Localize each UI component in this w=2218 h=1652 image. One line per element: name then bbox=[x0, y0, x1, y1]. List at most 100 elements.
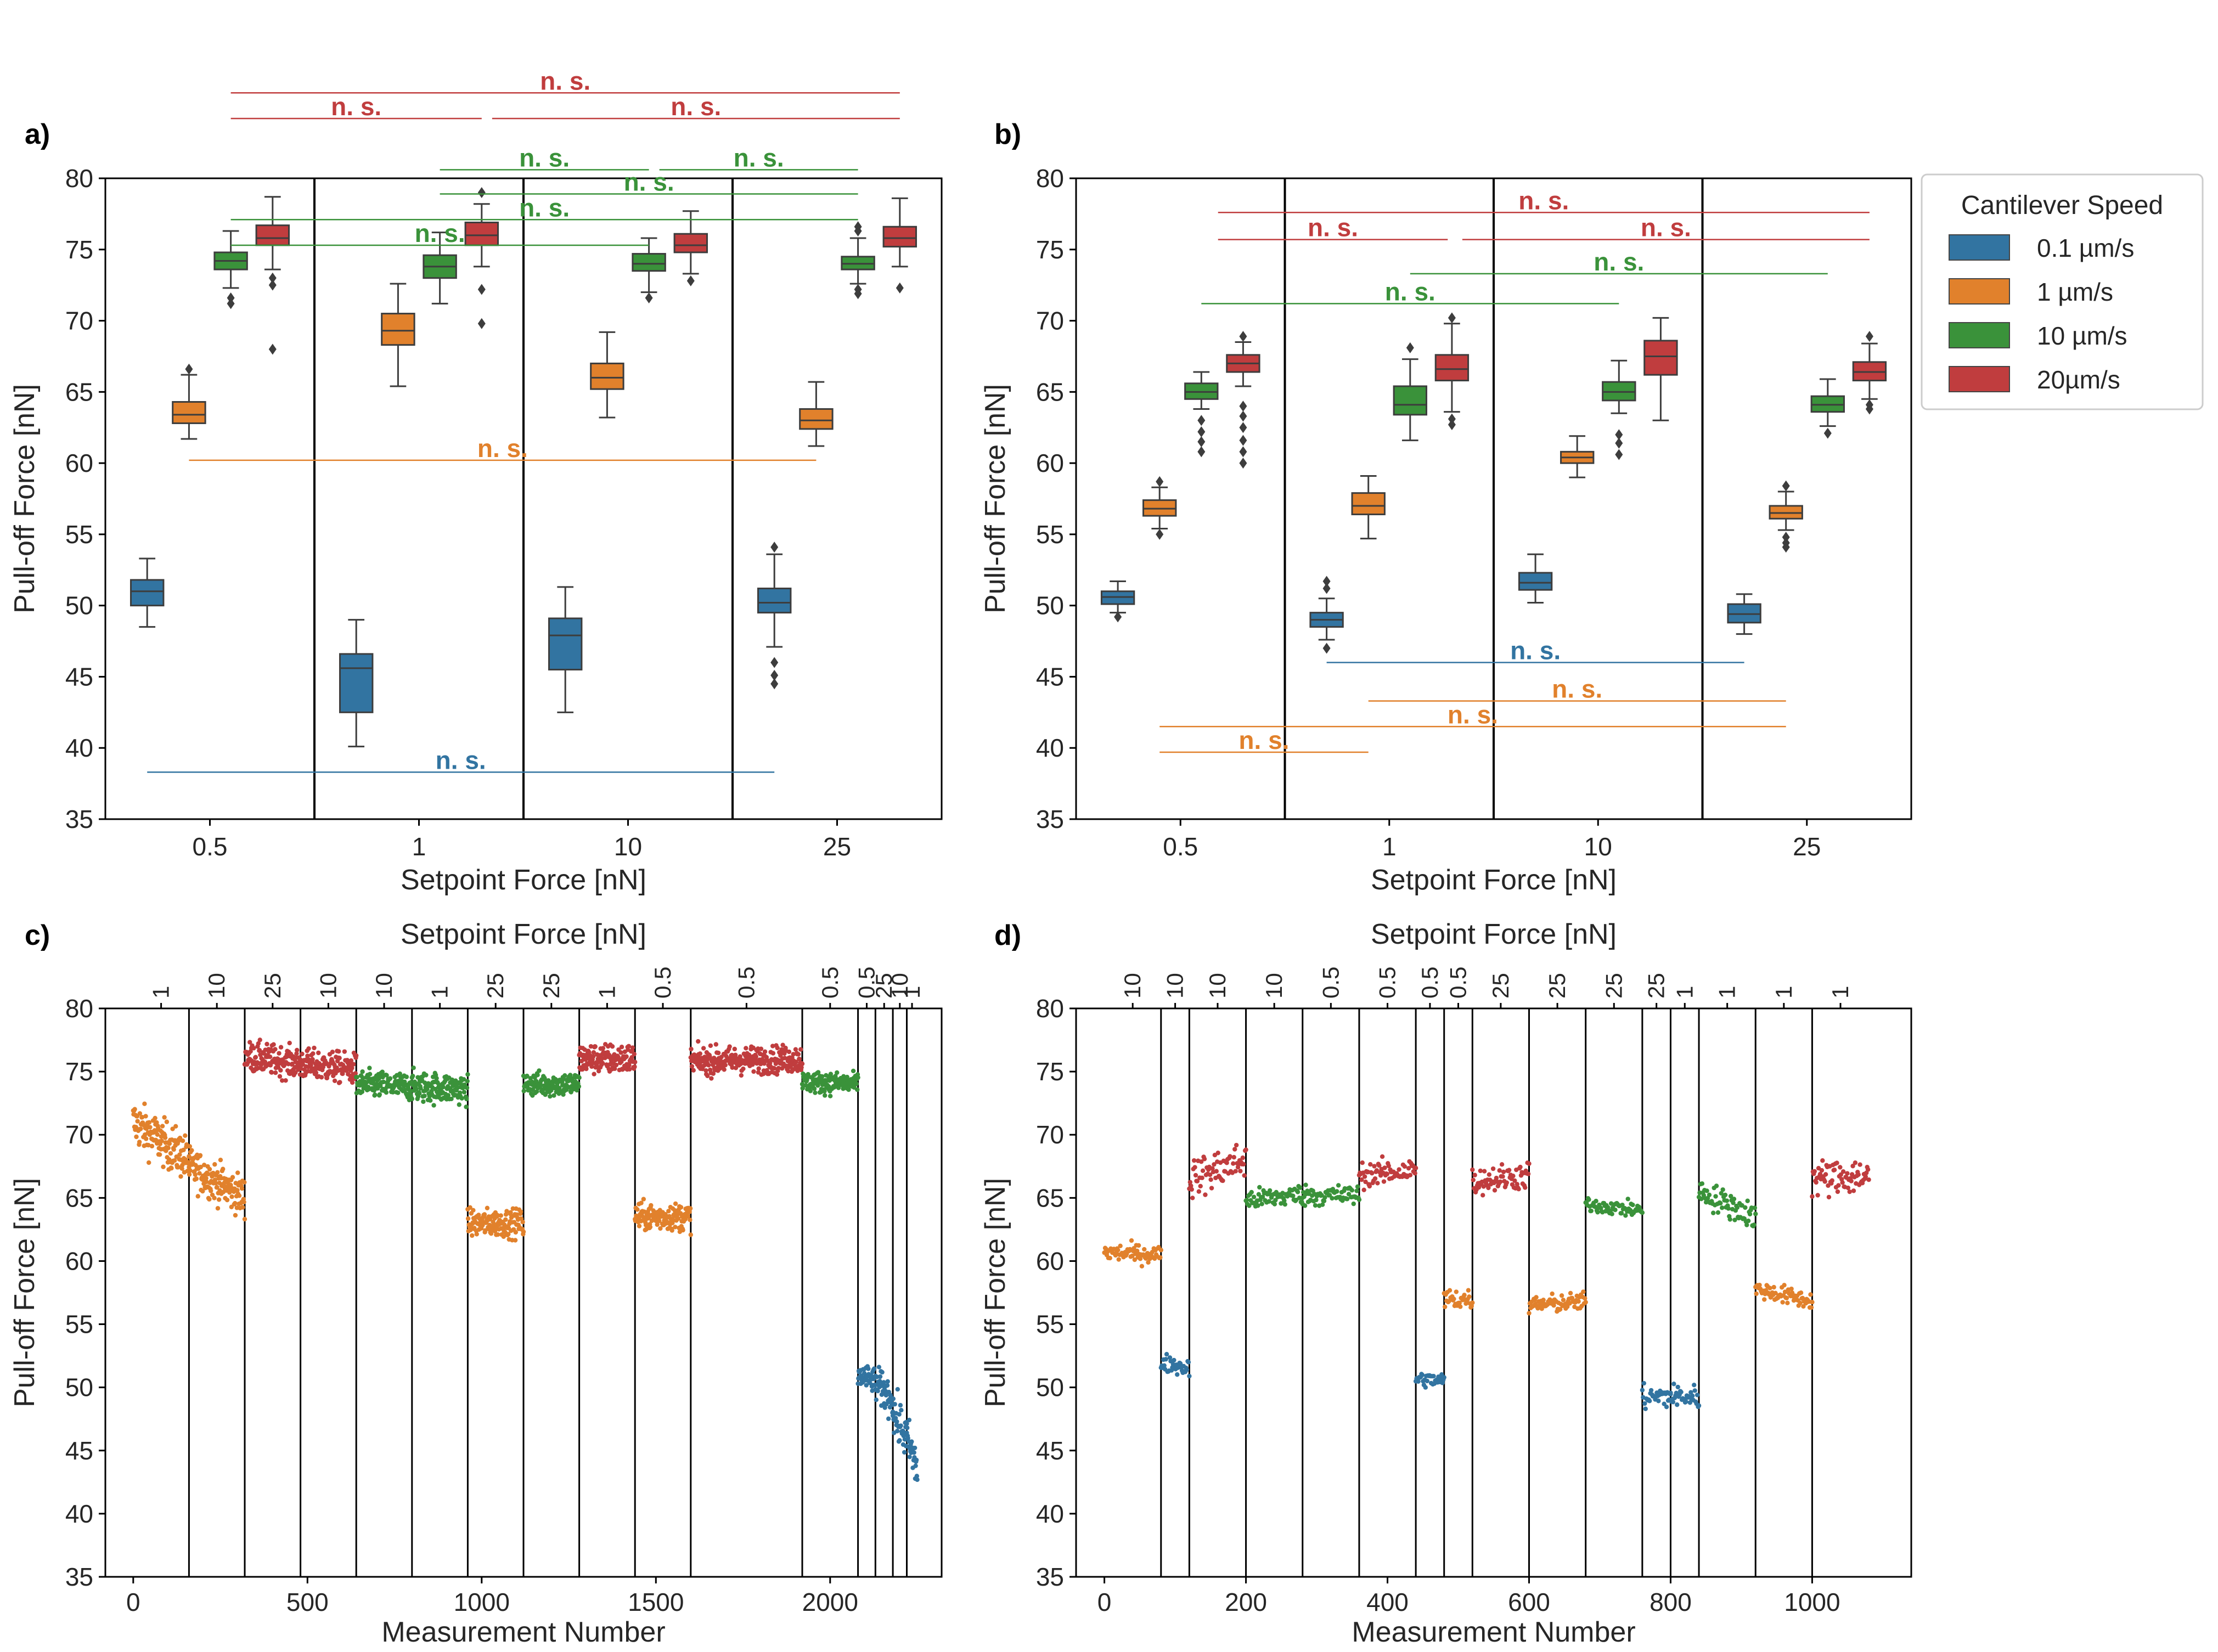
scatter-point bbox=[648, 1225, 653, 1230]
scatter-point bbox=[173, 1124, 178, 1129]
scatter-point bbox=[898, 1423, 903, 1428]
outlier-marker bbox=[1239, 435, 1247, 446]
scatter-point bbox=[1559, 1293, 1564, 1298]
scatter-point bbox=[892, 1402, 897, 1407]
scatter-point bbox=[1826, 1194, 1832, 1200]
scatter-point bbox=[264, 1041, 269, 1047]
scatter-point bbox=[627, 1067, 632, 1072]
x-tick-label: 800 bbox=[1650, 1588, 1692, 1616]
scatter-point bbox=[1228, 1154, 1232, 1159]
scatter-point bbox=[1735, 1205, 1740, 1210]
scatter-point bbox=[1251, 1194, 1257, 1199]
scatter-point bbox=[402, 1087, 408, 1092]
scatter-point bbox=[1695, 1392, 1700, 1397]
top-x-axis-label: Setpoint Force [nN] bbox=[401, 918, 646, 950]
scatter-point bbox=[1568, 1290, 1573, 1296]
scatter-point bbox=[1814, 1180, 1819, 1185]
scatter-point bbox=[207, 1166, 212, 1172]
scatter-point bbox=[278, 1068, 283, 1073]
scatter-point bbox=[215, 1206, 221, 1211]
scatter-point bbox=[1363, 1179, 1368, 1185]
scatter-point bbox=[1515, 1182, 1519, 1187]
scatter-point bbox=[1447, 1288, 1453, 1293]
scatter-point bbox=[457, 1102, 461, 1107]
scatter-point bbox=[703, 1068, 708, 1073]
scatter-point bbox=[1838, 1165, 1843, 1170]
scatter-point bbox=[580, 1067, 585, 1072]
scatter-point bbox=[1266, 1199, 1271, 1204]
scatter-point bbox=[1486, 1185, 1491, 1191]
scatter-point bbox=[1699, 1196, 1704, 1202]
scatter-point bbox=[689, 1064, 695, 1069]
scatter-point bbox=[1344, 1197, 1350, 1202]
y-tick-label: 40 bbox=[1036, 734, 1064, 762]
scatter-point bbox=[797, 1057, 802, 1062]
scatter-point bbox=[273, 1070, 278, 1075]
scatter-point bbox=[1327, 1193, 1332, 1198]
y-tick-label: 55 bbox=[65, 1310, 93, 1339]
scatter-point bbox=[218, 1157, 223, 1163]
scatter-point bbox=[187, 1144, 193, 1149]
scatter-point bbox=[514, 1212, 520, 1217]
scatter-point bbox=[179, 1166, 184, 1171]
scatter-point bbox=[169, 1166, 174, 1171]
scatter-point bbox=[738, 1054, 742, 1059]
scatter-point bbox=[1208, 1177, 1213, 1182]
scatter-point bbox=[459, 1096, 464, 1101]
scatter-point bbox=[1641, 1380, 1647, 1386]
scatter-point bbox=[364, 1080, 369, 1085]
box-body bbox=[799, 408, 834, 430]
outlier-marker bbox=[1239, 410, 1247, 422]
y-tick-label: 50 bbox=[65, 591, 93, 620]
y-tick-label: 45 bbox=[65, 662, 93, 691]
scatter-point bbox=[293, 1070, 298, 1075]
scatter-point bbox=[1679, 1389, 1684, 1395]
scatter-point bbox=[655, 1222, 660, 1227]
x-tick-label: 1500 bbox=[628, 1588, 684, 1616]
scatter-point bbox=[431, 1103, 436, 1108]
scatter-point bbox=[658, 1226, 663, 1231]
scatter-point bbox=[1784, 1295, 1789, 1301]
scatter-point bbox=[434, 1076, 439, 1081]
scatter-point bbox=[290, 1061, 295, 1067]
scatter-point bbox=[417, 1091, 422, 1096]
y-tick-label: 45 bbox=[65, 1436, 93, 1465]
scatter-point bbox=[1753, 1211, 1758, 1216]
scatter-point bbox=[193, 1172, 198, 1177]
scatter-point bbox=[1541, 1298, 1546, 1303]
scatter-point bbox=[1375, 1181, 1380, 1186]
scatter-point bbox=[204, 1176, 209, 1181]
box-body bbox=[548, 617, 583, 670]
scatter-point bbox=[188, 1168, 193, 1173]
scatter-point bbox=[1798, 1300, 1803, 1306]
scatter-point bbox=[503, 1217, 508, 1222]
box-body bbox=[1518, 572, 1553, 591]
scatter-point bbox=[1500, 1174, 1505, 1179]
top-tick-label: 10 bbox=[371, 973, 397, 999]
scatter-point bbox=[384, 1090, 389, 1095]
outlier-marker bbox=[1197, 415, 1206, 426]
scatter-point bbox=[1215, 1151, 1220, 1155]
outlier-marker bbox=[1322, 576, 1331, 587]
ns-label: n. s. bbox=[734, 143, 784, 172]
scatter-point bbox=[1664, 1405, 1669, 1409]
scatter-point bbox=[590, 1054, 596, 1059]
scatter-point bbox=[886, 1416, 891, 1422]
scatter-point bbox=[912, 1445, 917, 1451]
scatter-point bbox=[404, 1074, 409, 1079]
scatter-point bbox=[1203, 1192, 1208, 1197]
scatter-point bbox=[1801, 1304, 1806, 1309]
scatter-point bbox=[1412, 1171, 1417, 1176]
scatter-point bbox=[1490, 1166, 1496, 1171]
ns-label: n. s. bbox=[1594, 247, 1644, 276]
top-tick-label: 1 bbox=[1827, 986, 1853, 999]
scatter-point bbox=[688, 1217, 693, 1222]
y-tick-label: 70 bbox=[65, 1120, 93, 1149]
scatter-point bbox=[1267, 1188, 1273, 1193]
scatter-point bbox=[1408, 1172, 1413, 1178]
scatter-point bbox=[251, 1046, 256, 1051]
scatter-point bbox=[1767, 1285, 1772, 1290]
ns-label: n. s. bbox=[1308, 213, 1358, 242]
scatter-point bbox=[1320, 1202, 1325, 1207]
